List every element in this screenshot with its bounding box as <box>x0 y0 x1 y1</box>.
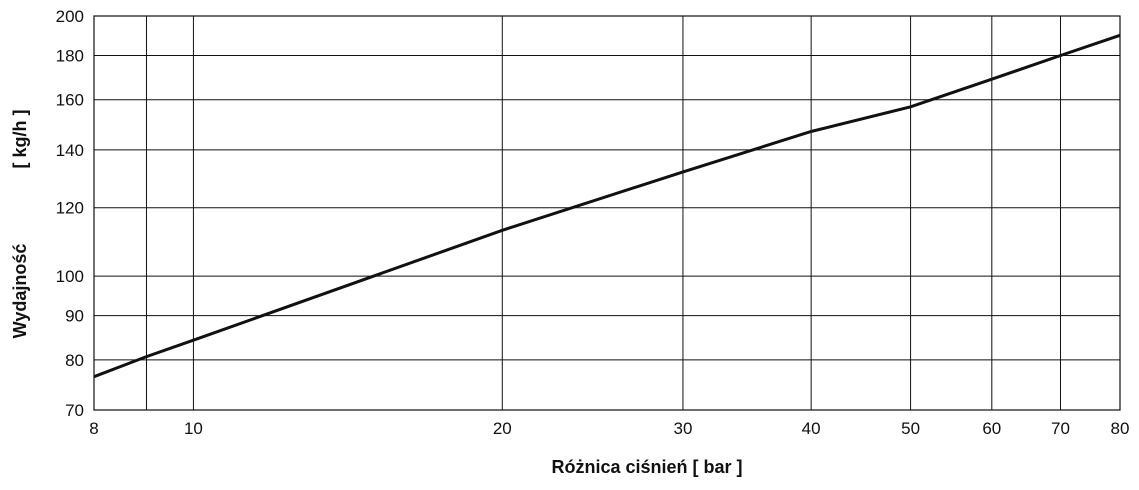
series-line <box>93 33 1121 379</box>
x-tick-label: 70 <box>1051 419 1070 438</box>
grid-layer <box>94 16 1120 410</box>
x-tick-labels: 8 10 20 30 40 50 60 70 80 <box>89 419 1129 438</box>
x-tick-label: 60 <box>982 419 1001 438</box>
plot-frame <box>93 15 1121 411</box>
x-tick-label: 10 <box>184 419 203 438</box>
y-axis-title-quantity: Wydajność <box>10 244 30 339</box>
y-tick-label: 180 <box>56 47 84 66</box>
y-axis-title-unit: [ kg/h ] <box>10 110 30 169</box>
x-axis-title: Różnica ciśnień [ bar ] <box>551 457 742 477</box>
x-tick-label: 8 <box>89 419 98 438</box>
x-tick-label: 20 <box>493 419 512 438</box>
y-tick-label: 80 <box>65 351 84 370</box>
y-tick-label: 70 <box>65 401 84 420</box>
x-tick-label: 30 <box>673 419 692 438</box>
series-layer <box>93 33 1121 379</box>
y-tick-label: 200 <box>56 7 84 26</box>
y-tick-labels: 70 80 90 100 120 140 160 180 200 <box>56 7 84 420</box>
y-tick-label: 160 <box>56 91 84 110</box>
y-tick-label: 100 <box>56 267 84 286</box>
y-tick-label: 90 <box>65 307 84 326</box>
y-tick-label: 140 <box>56 141 84 160</box>
y-tick-label: 120 <box>56 199 84 218</box>
x-tick-label: 50 <box>901 419 920 438</box>
x-tick-label: 40 <box>802 419 821 438</box>
x-tick-label: 80 <box>1111 419 1130 438</box>
